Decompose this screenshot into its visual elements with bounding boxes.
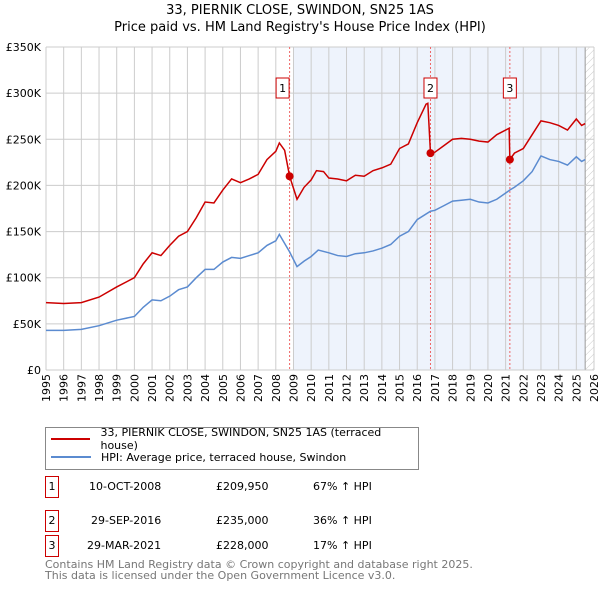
x-tick-label: 2021 bbox=[500, 374, 513, 402]
future-hatch bbox=[585, 47, 594, 370]
sale-row: 3 29-MAR-2021 £228,000 17% ↑ HPI bbox=[45, 535, 445, 557]
x-tick-label: 1999 bbox=[111, 374, 124, 402]
sale-row: 1 10-OCT-2008 £209,950 67% ↑ HPI bbox=[45, 476, 445, 498]
y-tick-label: £100K bbox=[6, 272, 42, 285]
legend-label-hpi: HPI: Average price, terraced house, Swin… bbox=[101, 450, 347, 464]
x-tick-label: 2011 bbox=[323, 374, 336, 402]
sale-hpi: 17% ↑ HPI bbox=[313, 539, 372, 552]
y-tick-label: £350K bbox=[6, 41, 42, 54]
x-tick-label: 2025 bbox=[570, 374, 583, 402]
sale-label: 3 bbox=[506, 82, 513, 95]
y-tick-label: £200K bbox=[6, 179, 42, 192]
x-tick-label: 2014 bbox=[376, 374, 389, 402]
y-tick-label: £50K bbox=[13, 318, 42, 331]
sale-point bbox=[505, 155, 514, 164]
sale-price: £235,000 bbox=[216, 514, 269, 527]
sale-label-box bbox=[502, 77, 517, 99]
sale-date: 29-SEP-2016 bbox=[91, 514, 162, 527]
footer-line-1: Contains HM Land Registry data © Crown c… bbox=[45, 558, 473, 571]
y-tick-label: £250K bbox=[6, 133, 42, 146]
x-tick-label: 2004 bbox=[199, 374, 212, 402]
footer: Contains HM Land Registry data © Crown c… bbox=[45, 559, 473, 581]
sale-hpi: 36% ↑ HPI bbox=[313, 514, 372, 527]
x-tick-label: 2010 bbox=[305, 374, 318, 402]
series-line bbox=[45, 102, 586, 305]
x-tick-label: 2022 bbox=[517, 374, 530, 402]
x-tick-label: 2016 bbox=[411, 374, 424, 402]
x-tick-label: 2001 bbox=[146, 374, 159, 402]
x-tick-label: 1996 bbox=[58, 374, 71, 402]
x-tick-label: 2015 bbox=[394, 374, 407, 402]
x-tick-label: 2008 bbox=[270, 374, 283, 402]
y-tick-label: £150K bbox=[6, 226, 42, 239]
y-tick-label: £300K bbox=[6, 87, 42, 100]
sale-date: 29-MAR-2021 bbox=[87, 539, 162, 552]
x-tick-label: 2026 bbox=[588, 374, 600, 402]
chart-subtitle: Price paid vs. HM Land Registry's House … bbox=[114, 20, 486, 35]
sale-badge: 3 bbox=[45, 535, 59, 557]
x-tick-label: 2018 bbox=[447, 374, 460, 402]
sale-price: £228,000 bbox=[216, 539, 269, 552]
legend-swatch-property bbox=[51, 438, 91, 440]
plot-area: 1995 1996 1997 1998 1999 2000 2001 2002 2003 2004… bbox=[6, 41, 600, 402]
sale-hpi: 67% ↑ HPI bbox=[313, 480, 372, 493]
x-tick-label: 2006 bbox=[234, 374, 247, 402]
x-tick-label: 2017 bbox=[429, 374, 442, 402]
sale-badge: 1 bbox=[45, 476, 59, 498]
legend: 33, PIERNIK CLOSE, SWINDON, SN25 1AS (te… bbox=[45, 426, 419, 470]
sale-label: 2 bbox=[427, 82, 434, 95]
x-tick-label: 1997 bbox=[75, 374, 88, 402]
x-tick-label: 2012 bbox=[341, 374, 354, 402]
x-tick-label: 2002 bbox=[164, 374, 177, 402]
sale-badge: 2 bbox=[45, 510, 59, 532]
sale-label-box bbox=[423, 77, 438, 99]
chart-title: 33, PIERNIK CLOSE, SWINDON, SN25 1AS bbox=[166, 3, 434, 18]
x-tick-label: 2003 bbox=[181, 374, 194, 402]
x-tick-label: 2024 bbox=[553, 374, 566, 402]
x-tick-label: 2019 bbox=[464, 374, 477, 402]
x-tick-label: 2005 bbox=[217, 374, 230, 402]
sale-point bbox=[426, 149, 435, 158]
sale-point bbox=[285, 172, 294, 181]
x-tick-label: 2007 bbox=[252, 374, 265, 402]
x-tick-label: 2020 bbox=[482, 374, 495, 402]
x-tick-label: 2023 bbox=[535, 374, 548, 402]
x-tick-label: 2000 bbox=[128, 374, 141, 402]
sale-price: £209,950 bbox=[216, 480, 269, 493]
sale-date: 10-OCT-2008 bbox=[89, 480, 162, 493]
series-line bbox=[46, 154, 586, 332]
legend-label-property: 33, PIERNIK CLOSE, SWINDON, SN25 1AS (te… bbox=[100, 426, 382, 452]
sale-row: 2 29-SEP-2016 £235,000 36% ↑ HPI bbox=[45, 510, 445, 532]
sale-label: 1 bbox=[279, 82, 286, 95]
y-tick-label: £0 bbox=[27, 364, 41, 377]
x-tick-label: 1995 bbox=[40, 374, 53, 402]
sale-label-box bbox=[275, 77, 290, 99]
legend-swatch-hpi bbox=[51, 456, 91, 458]
x-tick-label: 1998 bbox=[93, 374, 106, 402]
x-tick-label: 2013 bbox=[358, 374, 371, 402]
footer-line-2: This data is licensed under the Open Gov… bbox=[45, 569, 396, 582]
x-tick-label: 2009 bbox=[287, 374, 300, 402]
